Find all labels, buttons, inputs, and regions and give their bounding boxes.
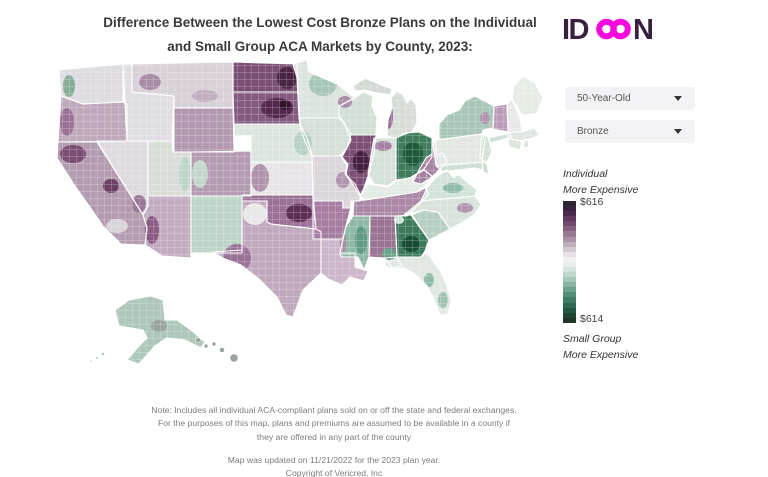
county-cluster-ca-north	[60, 145, 86, 163]
county-cluster-tx-panhandle	[243, 203, 267, 225]
island-hi[interactable]	[211, 341, 217, 347]
county-cluster-nv-south	[132, 195, 146, 213]
legend-bottom-label-line1: Small Group	[563, 333, 622, 345]
age-dropdown[interactable]: 50-Year-Old	[565, 87, 695, 110]
chevron-down-icon	[674, 129, 682, 134]
county-cluster-ms-east	[355, 226, 367, 254]
county-cluster-mo-east	[336, 172, 350, 188]
county-cluster-va-south	[443, 183, 463, 193]
county-cluster-wa-coast	[63, 75, 75, 97]
legend-top-label-line1: Individual	[563, 168, 608, 180]
county-cluster-fl-south	[438, 292, 448, 308]
legend-bottom-label: Small Group More Expensive	[563, 331, 638, 364]
county-cluster-il-core	[353, 151, 369, 173]
county-cluster-or-coast	[60, 108, 74, 136]
note-line: For the purposes of this map, plans and …	[157, 418, 511, 429]
footnotes: Note: Includes all individual ACA-compli…	[134, 404, 534, 477]
county-cluster-ak-south	[151, 320, 167, 332]
logo-letter-right: N	[633, 14, 652, 46]
legend-top-label: Individual More Expensive	[563, 166, 638, 199]
age-dropdown-value: 50-Year-Old	[577, 93, 631, 104]
county-cluster-ga-core	[402, 236, 420, 252]
copyright-note: Copyright of Vericred, Inc	[285, 468, 383, 477]
island-ak[interactable]	[101, 352, 105, 356]
county-cluster-ny-east	[480, 112, 490, 124]
county-cluster-co-west	[192, 160, 208, 188]
metal-level-dropdown[interactable]: Bronze	[565, 120, 695, 143]
legend-max-value: $616	[580, 196, 604, 208]
island-hi[interactable]	[219, 347, 225, 353]
us-county-choropleth-map[interactable]	[55, 58, 560, 418]
ideon-logo-graphic: ID N	[562, 14, 654, 46]
county-cluster-ca-south	[106, 219, 128, 233]
county-cluster-oh-core	[403, 142, 423, 166]
page-title: Difference Between the Lowest Cost Bronz…	[103, 15, 537, 54]
county-cluster-ok-core	[286, 204, 312, 222]
county-cluster-ks-west	[251, 164, 269, 192]
state-wy[interactable]	[174, 108, 234, 152]
island-hi[interactable]	[203, 343, 209, 349]
logo-letters-left: ID	[562, 14, 589, 46]
note-line: Note: Includes all individual ACA-compli…	[151, 405, 517, 415]
state-vt[interactable]	[493, 104, 508, 132]
island-hi[interactable]	[195, 337, 201, 343]
island-hi[interactable]	[229, 353, 239, 363]
legend-bottom-label-line2: More Expensive	[563, 349, 639, 362]
updated-note: Map was updated on 11/21/2022 for the 20…	[227, 454, 441, 465]
island-ak[interactable]	[89, 359, 93, 363]
county-cluster-nc-east	[457, 203, 473, 213]
metal-level-dropdown-value: Bronze	[577, 126, 609, 137]
county-cluster-tx-west	[223, 244, 251, 272]
legend-top-label-line2: More Expensive	[563, 184, 639, 197]
county-cluster-sd-dark	[279, 100, 291, 110]
county-cluster-nd-east	[277, 67, 297, 89]
county-cluster-ut-east	[179, 157, 191, 191]
county-cluster-wi-nw	[338, 96, 352, 108]
county-cluster-ca-sierra	[103, 179, 119, 193]
county-cluster-mn-north	[309, 72, 337, 96]
chevron-down-icon	[674, 96, 682, 101]
island-ak[interactable]	[95, 356, 99, 360]
county-cluster-in-north	[374, 141, 392, 151]
county-cluster-mt-east	[192, 90, 218, 102]
infinity-icon	[596, 18, 631, 40]
ideon-logo: ID N	[560, 10, 670, 48]
legend-min-value: $614	[580, 313, 604, 325]
note-line: they are offered in any part of the coun…	[256, 431, 412, 442]
county-cluster-mt-west	[139, 74, 161, 90]
legend-colorbar	[563, 201, 576, 323]
map-state-borders	[56, 59, 544, 365]
